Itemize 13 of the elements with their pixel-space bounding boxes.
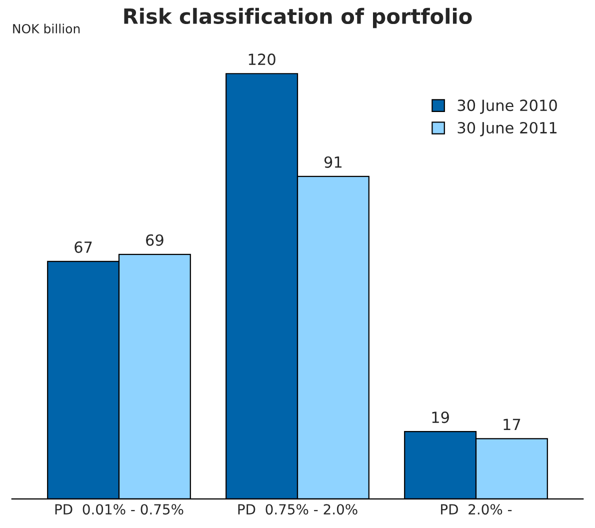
x-tick-label: PD 0.01% - 0.75% [55,504,184,515]
x-tick-label: PD 0.75% - 2.0% [238,504,358,515]
legend-label: 30 June 2011 [458,122,557,136]
legend-label: 30 June 2010 [458,100,557,114]
x-tick-label: PD 2.0% - [441,504,512,515]
data-label: 120 [248,54,276,66]
data-label: 17 [504,418,520,430]
data-label: 69 [146,234,164,246]
data-label: 67 [74,241,92,253]
y-axis-title: NOK billion [13,24,80,34]
chart-title: Risk classification of portfolio [124,8,472,28]
data-label: 91 [324,156,342,168]
data-label: 19 [432,412,449,424]
